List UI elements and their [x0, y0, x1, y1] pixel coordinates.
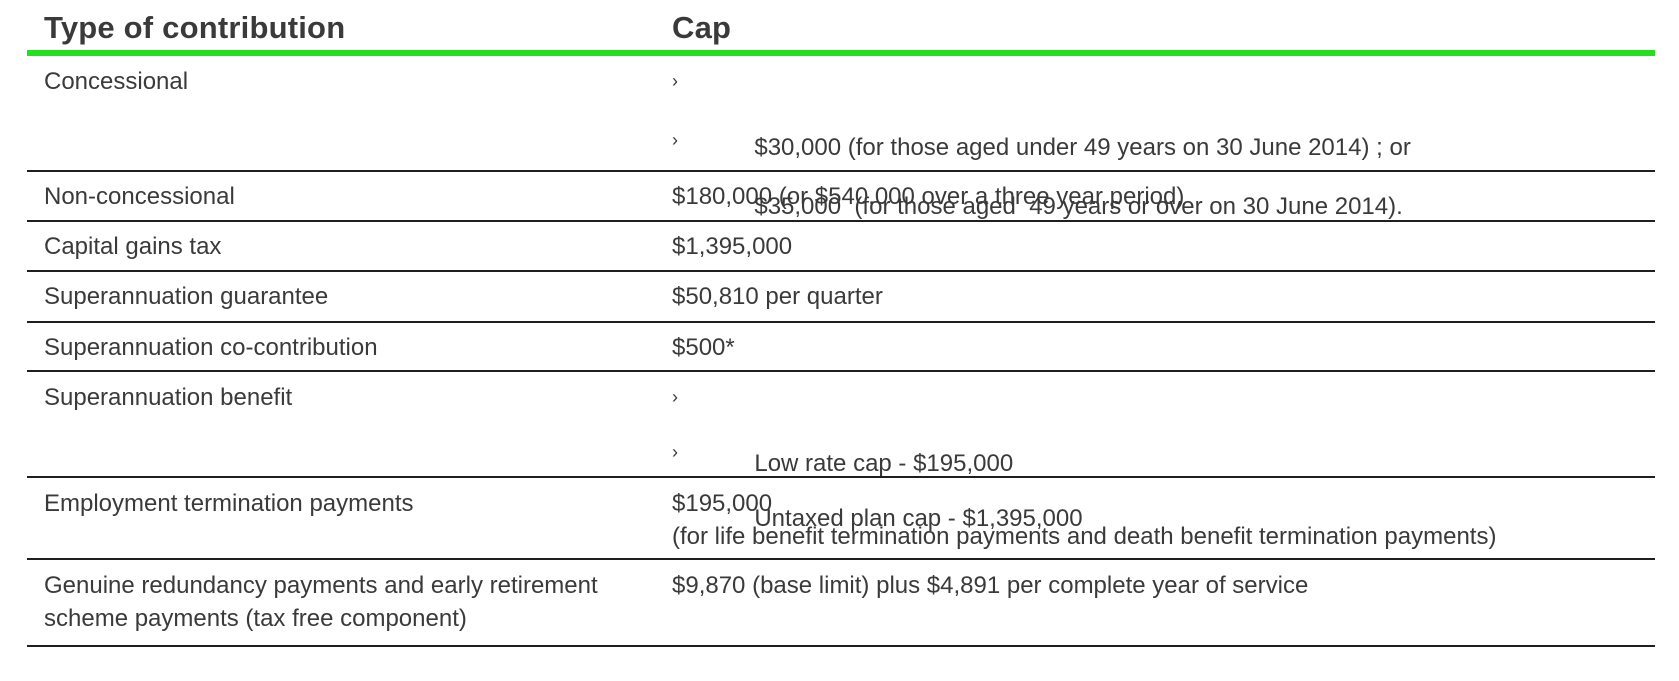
table-row: Superannuation guarantee $50,810 per qua…	[27, 272, 1655, 323]
row-type: Superannuation co-contribution	[44, 334, 378, 361]
row-cap: $9,870 (base limit) plus $4,891 per comp…	[672, 572, 1309, 599]
row-type: Capital gains tax	[44, 233, 222, 260]
table-row: Non-concessional $180,000 (or $540,000 o…	[27, 172, 1655, 222]
row-type: Concessional	[44, 68, 189, 95]
table-row: Concessional › $30,000 (for those aged u…	[27, 56, 1655, 220]
bullet-text: Untaxed plan cap - $1,395,000	[754, 505, 1083, 532]
bullet-text: $35,000 (for those aged 49 years or over…	[754, 193, 1403, 220]
type-line: Genuine redundancy payments and early re…	[44, 572, 598, 599]
bullet-text: Low rate cap - $195,000	[754, 450, 1014, 477]
cap-line: (for life benefit termination payments a…	[672, 523, 1497, 550]
bullet-text: $30,000 (for those aged under 49 years o…	[754, 134, 1411, 161]
row-cap: $195,000 (for life benefit termination p…	[672, 487, 1652, 553]
table-row: Genuine redundancy payments and early re…	[27, 560, 1655, 647]
row-cap: $180,000 (or $540,000 over a three year …	[672, 183, 1185, 210]
row-cap: $1,395,000	[672, 233, 793, 260]
contribution-caps-table: Type of contribution Cap Concessional › …	[27, 0, 1655, 647]
table-row: Superannuation benefit › Low rate cap - …	[27, 372, 1655, 532]
row-type: Non-concessional	[44, 183, 235, 210]
list-item: › Low rate cap - $195,000	[672, 381, 1652, 477]
chevron-right-icon: ›	[672, 130, 678, 150]
row-cap: $50,810 per quarter	[672, 283, 883, 310]
header-type-of-contribution: Type of contribution	[44, 10, 346, 45]
row-type: Genuine redundancy payments and early re…	[44, 569, 644, 635]
header-cap: Cap	[672, 10, 732, 45]
cap-line: $195,000	[672, 490, 773, 517]
table-row: Employment termination payments $195,000…	[27, 478, 1655, 560]
chevron-right-icon: ›	[672, 71, 678, 91]
type-line: scheme payments (tax free component)	[44, 605, 467, 632]
row-type: Superannuation guarantee	[44, 283, 329, 310]
row-type: Employment termination payments	[44, 490, 414, 517]
table-row: Capital gains tax $1,395,000	[27, 222, 1655, 272]
chevron-right-icon: ›	[672, 442, 678, 462]
row-cap: $500*	[672, 334, 735, 361]
list-item: › Untaxed plan cap - $1,395,000	[672, 436, 1652, 532]
chevron-right-icon: ›	[672, 387, 678, 407]
row-cap: › $30,000 (for those aged under 49 years…	[672, 65, 1652, 220]
table-row: Superannuation co-contribution $500*	[27, 323, 1655, 372]
list-item: › $35,000 (for those aged 49 years or ov…	[672, 124, 1652, 220]
list-item: › $30,000 (for those aged under 49 years…	[672, 65, 1652, 161]
row-type: Superannuation benefit	[44, 384, 293, 411]
table-header: Type of contribution Cap	[27, 0, 1655, 56]
row-cap: › Low rate cap - $195,000 › Untaxed plan…	[672, 381, 1652, 532]
